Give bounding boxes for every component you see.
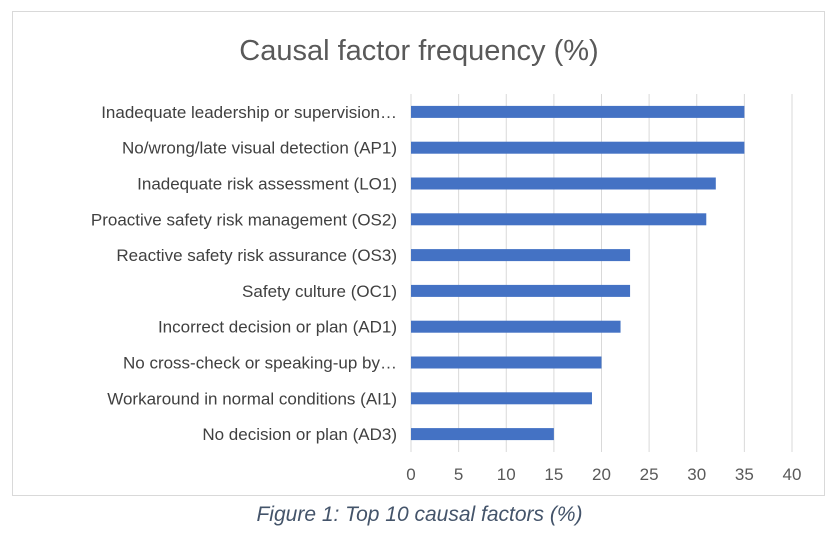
bar — [411, 105, 745, 118]
bar — [411, 141, 745, 154]
x-tick-label: 25 — [640, 465, 659, 484]
bar — [411, 392, 592, 405]
bars — [411, 105, 745, 441]
figure-caption: Figure 1: Top 10 causal factors (%) — [256, 503, 583, 526]
x-tick-label: 35 — [735, 465, 754, 484]
bar — [411, 356, 602, 369]
category-label: Workaround in normal conditions (AI1) — [107, 389, 397, 408]
bar-chart: Causal factor frequency (%) Inadequate l… — [91, 35, 802, 484]
category-label: Proactive safety risk management (OS2) — [91, 210, 397, 229]
bar — [411, 177, 716, 190]
chart-title: Causal factor frequency (%) — [239, 35, 598, 67]
x-tick-label: 15 — [544, 465, 563, 484]
category-label: Incorrect decision or plan (AD1) — [158, 318, 397, 337]
category-label: No cross-check or speaking-up by… — [123, 354, 397, 373]
x-tick-label: 30 — [687, 465, 706, 484]
bar — [411, 213, 707, 226]
x-tick-labels: 0 5 10 15 20 25 30 35 40 — [406, 465, 801, 484]
category-label: No/wrong/late visual detection (AP1) — [122, 139, 397, 158]
x-tick-label: 20 — [592, 465, 611, 484]
category-labels: Inadequate leadership or supervision… No/… — [91, 103, 397, 444]
category-label: Safety culture (OC1) — [242, 282, 397, 301]
x-tick-label: 5 — [454, 465, 463, 484]
bar — [411, 284, 631, 297]
chart-frame: Causal factor frequency (%) Inadequate l… — [12, 11, 825, 496]
category-label: No decision or plan (AD3) — [202, 425, 397, 444]
x-tick-label: 0 — [406, 465, 415, 484]
category-label: Inadequate risk assessment (LO1) — [137, 175, 397, 194]
x-tick-label: 40 — [783, 465, 802, 484]
bar — [411, 249, 631, 262]
bar — [411, 428, 554, 441]
category-label: Inadequate leadership or supervision… — [101, 103, 397, 122]
category-label: Reactive safety risk assurance (OS3) — [116, 246, 397, 265]
bar — [411, 320, 621, 333]
x-tick-label: 10 — [497, 465, 516, 484]
